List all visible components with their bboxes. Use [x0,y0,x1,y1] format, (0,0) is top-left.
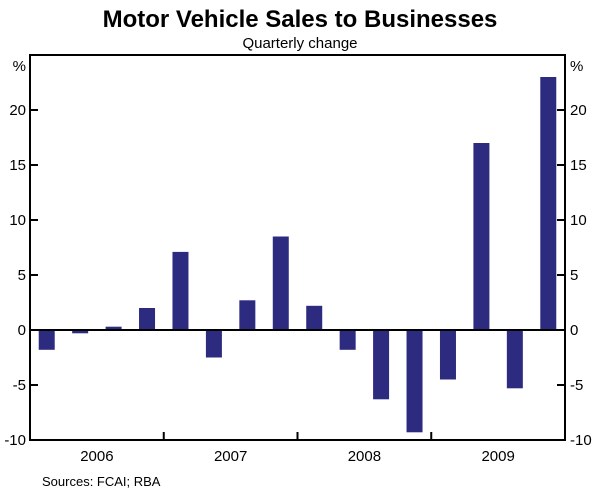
left-tick-label-10: 10 [9,212,26,229]
bar-2008Q3 [373,330,390,400]
chart-subtitle: Quarterly change [242,35,357,52]
bar-2008Q4 [406,330,423,433]
right-tick-label-0: 0 [570,322,578,339]
bar-2007Q1 [172,251,189,330]
bar-2007Q2 [205,330,222,358]
bar-2009Q1 [439,330,456,380]
left-tick-label-20: 20 [9,102,26,119]
right-axis-unit: % [570,58,583,75]
bar-2006Q1 [38,330,55,350]
year-label-2009: 2009 [481,448,514,465]
right-tick-label-5: 5 [570,267,578,284]
axes-group: -10 -10 -5 -5 0 0 5 5 10 10 15 15 20 20 2006 2007 2008 20… [4,102,591,465]
year-label-2006: 2006 [80,448,113,465]
left-tick-label--5: -5 [13,377,26,394]
bar-2006Q2 [72,330,89,334]
left-axis-unit: % [13,58,26,75]
right-tick-label-15: 15 [570,157,587,174]
bars-group [38,77,557,433]
right-tick-label-20: 20 [570,102,587,119]
bar-2009Q3 [506,330,523,389]
bar-2009Q4 [540,77,557,330]
chart-title: Motor Vehicle Sales to Businesses [103,6,498,33]
left-tick-label-0: 0 [18,322,26,339]
source-note: Sources: FCAI; RBA [42,474,161,489]
year-label-2008: 2008 [348,448,381,465]
right-tick-label-10: 10 [570,212,587,229]
year-label-2007: 2007 [214,448,247,465]
left-tick-label--10: -10 [4,432,26,449]
bar-2008Q2 [339,330,356,350]
bar-2006Q4 [139,308,156,330]
bar-2009Q2 [473,143,490,330]
plot-frame [29,54,566,441]
bar-2007Q3 [239,300,256,330]
bar-2008Q1 [306,305,323,330]
right-tick-label--5: -5 [570,377,583,394]
left-tick-label-5: 5 [18,267,26,284]
right-tick-label--10: -10 [570,432,592,449]
left-tick-label-15: 15 [9,157,26,174]
bar-2007Q4 [272,236,289,330]
bar-2006Q3 [105,326,122,330]
